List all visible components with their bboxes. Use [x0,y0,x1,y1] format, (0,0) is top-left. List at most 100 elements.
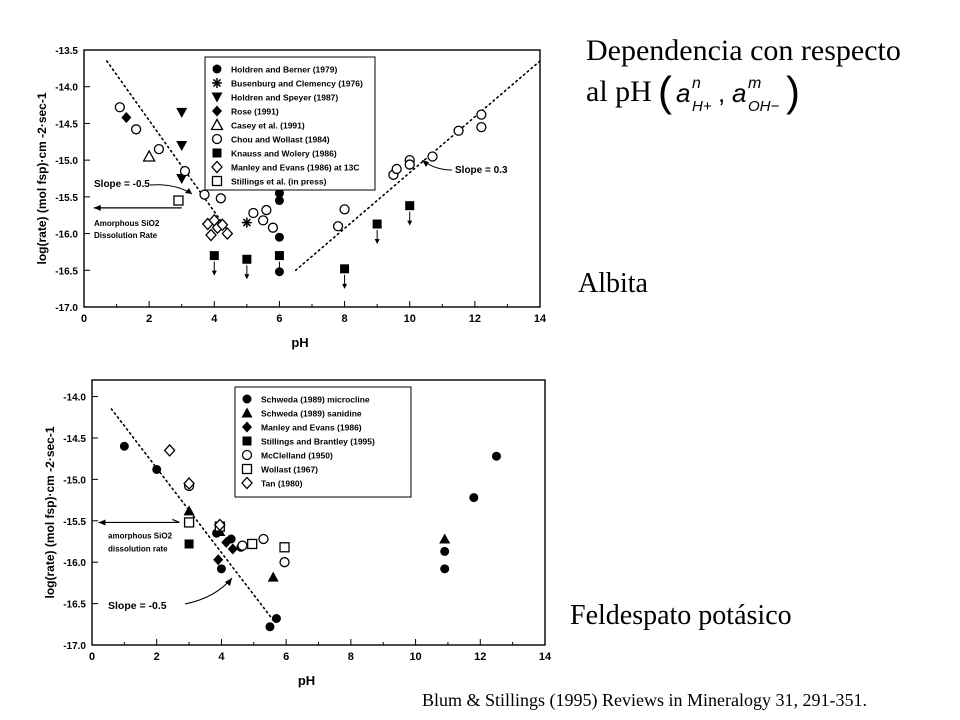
data-point [332,221,344,232]
y-tick-label: -16.0 [55,230,78,241]
y-axis-label: log(rate) (mol fsp)·cm -2·sec-1 [43,426,57,598]
data-point [216,218,229,232]
x-tick-label: 8 [348,651,354,663]
data-point [215,193,226,204]
fit-line [110,408,275,621]
fit-line [294,60,541,272]
data-point [205,228,217,242]
data-point [152,464,162,474]
x-tick-label: 12 [474,651,486,663]
data-point [119,441,129,451]
data-point [372,219,382,229]
data-point [339,204,350,215]
data-point [405,201,415,211]
y-axis-label: log(rate) (mol fsp)·cm -2·sec-1 [35,92,49,264]
formula-open-paren: ( [658,68,672,115]
data-point [476,121,487,133]
arrow-head [407,220,413,226]
legend-label: Knauss and Wolery (1986) [231,149,337,159]
silica-arrow-head [98,519,106,526]
series-diamond-open [163,443,226,532]
data-point [114,102,125,113]
limit-arrow [374,230,380,245]
y-tick-label: -15.0 [63,475,86,486]
slope-label: Slope = -0.5 [108,600,167,612]
legend-marker [211,175,223,187]
data-point [274,196,284,206]
y-tick-label: -16.5 [55,266,78,277]
y-tick-label: -14.0 [63,393,86,404]
slope-arrow [184,577,233,605]
silica-arrow-tail [172,518,180,523]
arrow-head [244,274,250,280]
series-asterisk [241,217,252,228]
series-diamond-filled [213,536,238,566]
slide-title-line1: Dependencia con respecto [586,34,901,67]
data-point [216,564,226,574]
legend-label: Schweda (1989) sanidine [261,409,362,419]
legend-label: Schweda (1989) microcline [261,395,370,405]
y-tick-label: -16.0 [63,558,86,569]
legend-label: Manley and Evans (1986) [261,423,362,433]
legend-marker [211,133,223,145]
data-point [209,251,219,261]
data-point [279,542,290,553]
data-point [153,143,165,155]
data-point [130,124,142,135]
silica-label-line2: Dissolution Rate [94,231,158,240]
x-tick-label: 0 [89,651,95,663]
x-tick-label: 14 [534,313,547,325]
data-point [227,543,238,555]
x-tick-label: 10 [404,313,416,325]
data-point [274,251,284,261]
arrow-head [211,270,217,276]
formula-sub2: OH− [748,98,780,115]
activity-formula: ( a n H+ , a m OH− ) [658,68,800,115]
data-point [258,533,269,545]
y-tick-label: -14.0 [55,83,78,94]
data-point [453,125,464,136]
plot-area: 0 2 4 6 8 10 12 14 -17.0 -16.5 -16.0 -15.5 -15.0 -14.… [43,379,552,688]
data-point [142,149,156,162]
x-tick-label: 0 [81,313,87,325]
data-point [176,107,188,118]
legend-marker [210,118,224,131]
legend-box [234,386,412,498]
formula-comma: , [718,78,725,108]
data-point [440,546,450,556]
asterisk-stroke [212,78,222,88]
x-tick-label: 6 [276,313,282,325]
x-tick-label: 14 [539,651,552,663]
legend-label: Stillings and Brantley (1995) [261,437,375,447]
data-point [440,564,450,574]
formula-sup1: n [692,75,701,92]
y-tick-label: -15.0 [55,156,78,167]
series-circle-open [114,102,487,233]
data-point [267,222,279,233]
silica-label-line2: dissolution rate [108,544,168,553]
data-point [265,622,275,632]
fit-line [106,60,229,231]
series-square-open [173,195,184,206]
legend-label: Holdren and Speyer (1987) [231,93,338,103]
legend-label: Casey et al. (1991) [231,121,305,131]
data-point [439,533,451,544]
y-tick-label: -16.5 [63,600,86,611]
arrow-head [276,270,282,276]
legend-label: Wollast (1967) [261,465,318,475]
series-triangle-down-filled [176,107,188,184]
data-point [237,540,248,551]
data-point [476,109,487,120]
slope-arrow-left-head [185,188,192,194]
legend-marker [241,463,253,475]
slope-label-left: Slope = -0.5 [94,179,150,190]
legend-marker [242,394,252,404]
data-point [340,264,350,274]
data-point [242,254,252,264]
x-tick-label: 12 [469,313,481,325]
label-k-feldspar: Feldespato potásico [570,600,792,631]
legend-marker [211,92,223,103]
label-albita: Albita [578,268,648,299]
x-tick-label: 8 [342,313,348,325]
